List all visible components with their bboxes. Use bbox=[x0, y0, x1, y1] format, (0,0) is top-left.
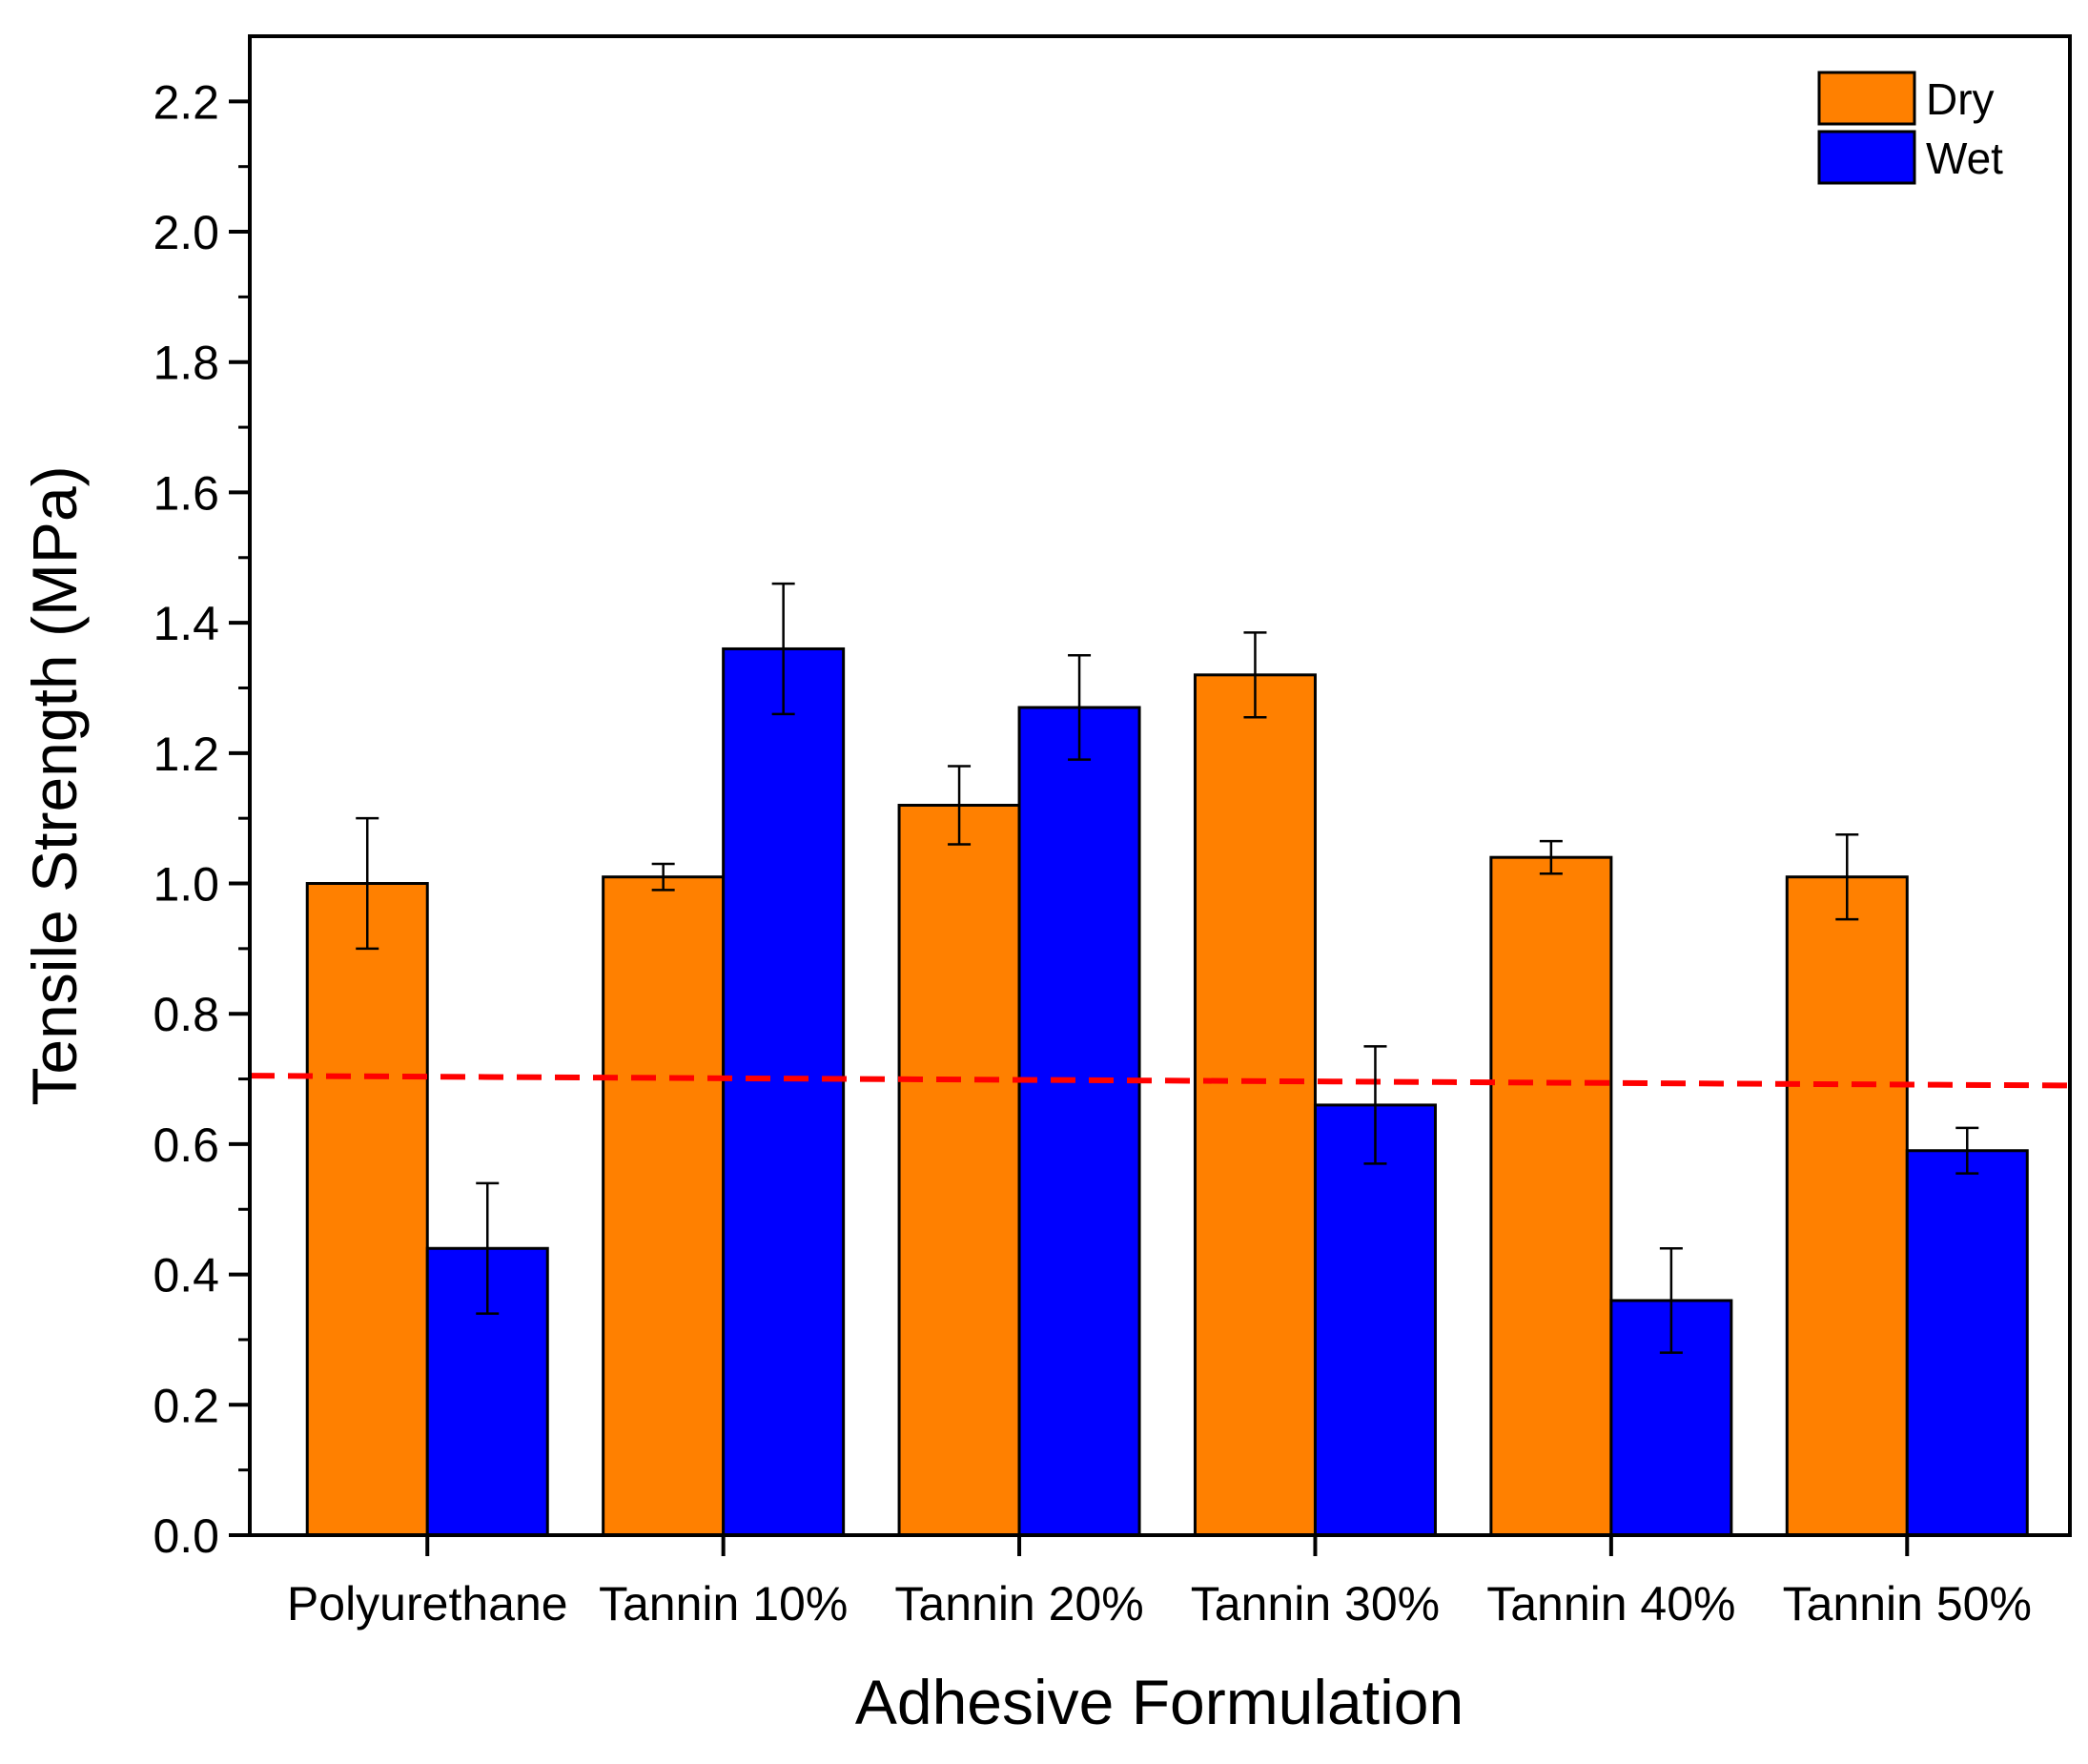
y-tick-label: 2.2 bbox=[153, 75, 219, 129]
y-tick-label: 0.2 bbox=[153, 1379, 219, 1432]
x-axis-title: Adhesive Formulation bbox=[855, 1667, 1464, 1737]
error-bar-dry-1 bbox=[356, 816, 379, 951]
bars-layer bbox=[305, 646, 2029, 1537]
legend-swatch-dry bbox=[1817, 71, 1916, 126]
bar-dry-5 bbox=[1489, 855, 1613, 1537]
bar-dry-4 bbox=[1193, 673, 1317, 1537]
y-tick-label: 2.0 bbox=[153, 206, 219, 259]
bar-dry-3 bbox=[897, 804, 1021, 1537]
y-axis-title: Tensile Strength (MPa) bbox=[19, 465, 90, 1105]
y-tick-label: 0.0 bbox=[153, 1509, 219, 1563]
legend-swatch-wet bbox=[1817, 130, 1916, 185]
error-bar-wet-6 bbox=[1955, 1126, 1979, 1175]
y-axis: 0.0 0.2 0.4 0.6 0.8 1.0 1.2 1.4 1.6 1.8 2.0 2.2 bbox=[153, 75, 250, 1563]
x-tick-label: Tannin 20% bbox=[894, 1577, 1143, 1631]
y-tick-label: 0.6 bbox=[153, 1118, 219, 1172]
y-tick-label: 1.8 bbox=[153, 337, 219, 390]
error-bar-wet-4 bbox=[1363, 1045, 1387, 1165]
bar-dry-1 bbox=[305, 882, 429, 1537]
x-tick-label: Tannin 10% bbox=[599, 1577, 848, 1631]
bar-wet-3 bbox=[1017, 706, 1141, 1537]
bar-wet-4 bbox=[1313, 1103, 1437, 1537]
error-bar-dry-6 bbox=[1835, 833, 1859, 921]
legend: Dry Wet bbox=[1817, 71, 2003, 185]
error-bar-wet-2 bbox=[771, 582, 795, 716]
y-tick-label: 0.8 bbox=[153, 988, 219, 1041]
plot-frame bbox=[248, 34, 2072, 1537]
y-tick-label: 1.2 bbox=[153, 728, 219, 781]
y-tick-label: 1.6 bbox=[153, 466, 219, 520]
error-bar-wet-3 bbox=[1068, 654, 1092, 761]
bar-wet-6 bbox=[1905, 1149, 2029, 1537]
legend-label-wet: Wet bbox=[1926, 133, 2003, 183]
x-tick-label: Tannin 50% bbox=[1783, 1577, 2032, 1631]
error-bars-layer bbox=[356, 582, 1979, 1354]
bar-dry-6 bbox=[1785, 875, 1909, 1537]
error-bar-dry-2 bbox=[651, 862, 675, 892]
y-tick-label: 0.4 bbox=[153, 1249, 219, 1302]
error-bar-dry-4 bbox=[1243, 631, 1267, 719]
x-axis: Polyurethane Tannin 10% Tannin 20% Tannin 3… bbox=[287, 1535, 2032, 1631]
error-bar-dry-5 bbox=[1539, 839, 1563, 875]
error-bar-wet-1 bbox=[476, 1181, 500, 1315]
error-bar-wet-5 bbox=[1659, 1247, 1683, 1354]
x-tick-label: Tannin 40% bbox=[1486, 1577, 1735, 1631]
y-tick-label: 1.0 bbox=[153, 858, 219, 912]
y-tick-label: 1.4 bbox=[153, 597, 219, 650]
bar-wet-2 bbox=[722, 646, 846, 1537]
bar-dry-2 bbox=[602, 875, 726, 1537]
x-tick-label: Tannin 30% bbox=[1191, 1577, 1440, 1631]
legend-label-dry: Dry bbox=[1926, 74, 1995, 124]
error-bar-dry-3 bbox=[948, 765, 972, 846]
x-tick-label: Polyurethane bbox=[287, 1577, 568, 1631]
